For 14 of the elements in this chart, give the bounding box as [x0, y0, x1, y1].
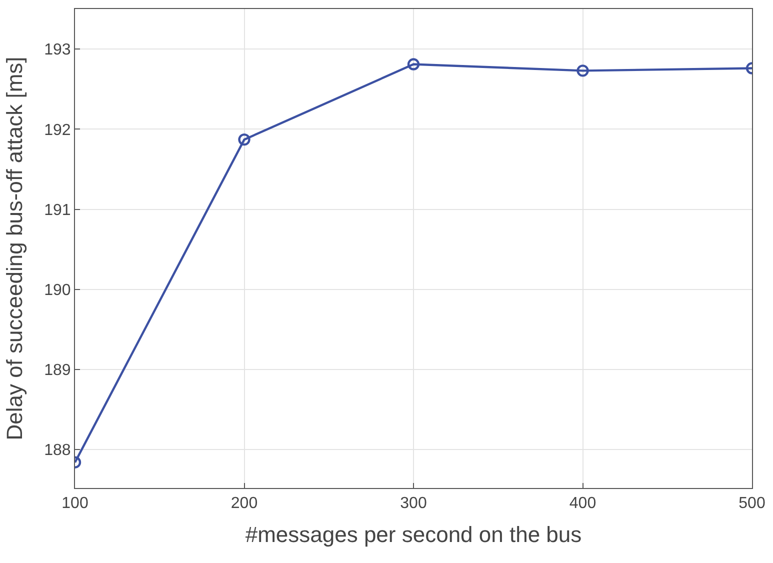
y-tick-label: 190 — [44, 282, 71, 299]
x-tick-label: 400 — [569, 495, 596, 512]
y-tick-label: 188 — [44, 442, 71, 460]
y-tick-label: 193 — [44, 42, 71, 59]
y-tick-label: 189 — [44, 362, 71, 380]
y-tick-label: 191 — [44, 202, 71, 219]
y-axis-title: Delay of succeeding bus-off attack [ms] — [2, 56, 27, 440]
point — [407, 58, 420, 70]
x-tick-label: 200 — [230, 495, 258, 512]
x-tick-label: 300 — [400, 495, 427, 512]
x-axis-title: #messages per second on the bus — [245, 522, 582, 548]
y-tick-label: 192 — [44, 122, 71, 139]
x-tick-label: 500 — [738, 495, 766, 512]
x-tick-label: 100 — [62, 495, 88, 512]
